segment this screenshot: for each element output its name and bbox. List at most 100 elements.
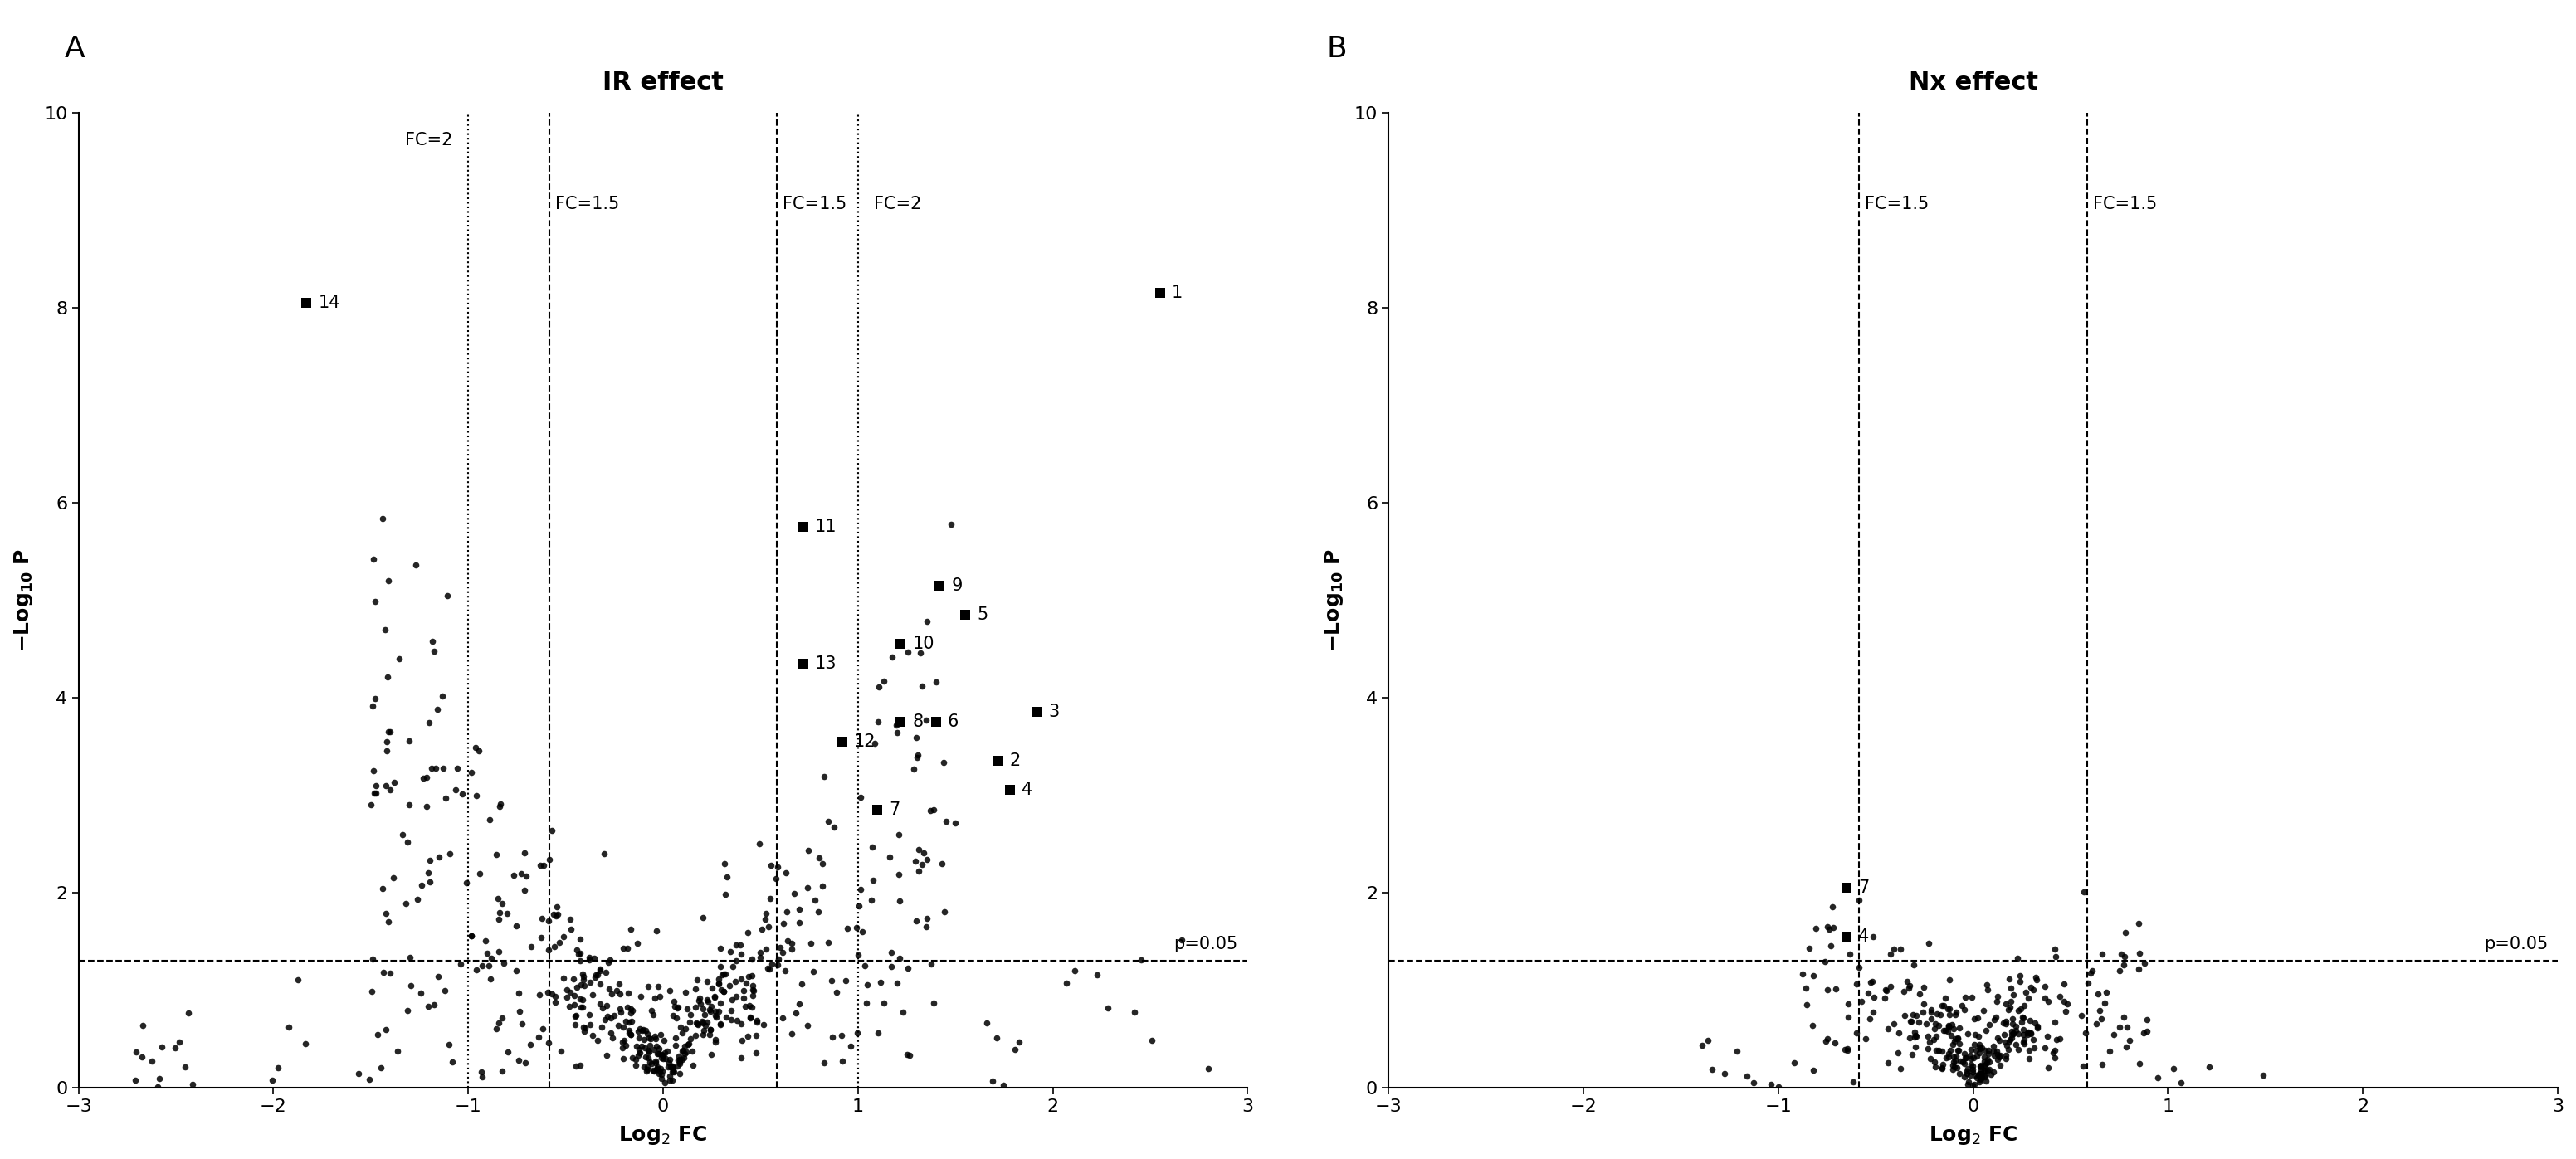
Point	[744, 910, 786, 928]
Point	[618, 1043, 659, 1062]
Point	[407, 997, 448, 1015]
Point	[837, 897, 878, 916]
Point	[1850, 974, 1891, 992]
Point	[760, 939, 801, 957]
Point	[381, 825, 422, 844]
Point	[1922, 1059, 1963, 1078]
Point	[286, 293, 327, 312]
Point	[1950, 1045, 1991, 1064]
Point	[1958, 1043, 1999, 1062]
Point	[726, 924, 768, 942]
Point	[549, 997, 590, 1015]
Point	[1893, 1028, 1935, 1047]
Point	[907, 850, 948, 868]
Point	[1852, 972, 1893, 991]
Point	[2032, 1043, 2074, 1062]
Point	[783, 654, 824, 672]
Point	[1806, 917, 1847, 935]
Point	[371, 780, 412, 799]
Point	[402, 768, 443, 787]
Point	[665, 1049, 706, 1067]
Point	[397, 890, 438, 909]
Point	[559, 976, 600, 994]
Point	[562, 990, 603, 1008]
Point	[1929, 1005, 1971, 1023]
Point	[554, 986, 595, 1005]
Point	[410, 714, 451, 732]
Point	[634, 1062, 675, 1080]
Point	[729, 968, 770, 986]
Point	[896, 912, 938, 931]
Point	[1968, 1044, 2009, 1063]
Point	[1942, 1067, 1984, 1086]
Point	[881, 635, 922, 654]
Point	[1953, 987, 1994, 1006]
Point	[533, 987, 574, 1006]
Point	[407, 863, 448, 882]
Point	[701, 939, 742, 957]
Point	[659, 1018, 701, 1036]
Point	[703, 983, 744, 1001]
Point	[585, 1011, 626, 1029]
Point	[858, 1023, 899, 1042]
Point	[644, 1073, 685, 1092]
Point	[719, 936, 760, 955]
Point	[386, 1001, 428, 1020]
Point	[886, 958, 927, 977]
Point	[817, 983, 858, 1001]
Point	[2094, 1025, 2136, 1043]
Point	[654, 1036, 696, 1055]
Point	[1924, 996, 1965, 1014]
Point	[1904, 978, 1945, 997]
Point	[652, 1057, 693, 1076]
Point	[1919, 1005, 1960, 1023]
Point	[510, 938, 551, 956]
Point	[587, 1007, 629, 1026]
Point	[1965, 1067, 2007, 1086]
Point	[629, 1043, 670, 1062]
Point	[495, 961, 536, 979]
Point	[1806, 1029, 1847, 1048]
Point	[368, 912, 410, 931]
Point	[701, 1014, 742, 1033]
Point	[1909, 934, 1950, 953]
Point	[1929, 1042, 1971, 1060]
Point	[683, 909, 724, 927]
Point	[415, 759, 456, 778]
Point	[577, 1032, 618, 1050]
Point	[469, 969, 510, 987]
Point	[623, 1058, 665, 1077]
Point	[564, 1022, 605, 1041]
Point	[811, 971, 853, 990]
Point	[696, 1030, 737, 1049]
Point	[417, 848, 459, 867]
Point	[2009, 1011, 2050, 1029]
Point	[1793, 1060, 1834, 1079]
Point	[1971, 1065, 2012, 1084]
Point	[1793, 967, 1834, 985]
Point	[350, 1071, 392, 1089]
Point	[1113, 1003, 1154, 1021]
Point	[714, 972, 755, 991]
Point	[1973, 1037, 2014, 1056]
Title: IR effect: IR effect	[603, 71, 724, 94]
Point	[922, 753, 963, 772]
Point	[1958, 1065, 1999, 1084]
Point	[636, 921, 677, 940]
Point	[2002, 1026, 2043, 1044]
Point	[2063, 882, 2105, 901]
Point	[683, 1021, 724, 1040]
Point	[634, 1040, 675, 1058]
Point	[698, 969, 739, 987]
Point	[482, 1008, 523, 1027]
Point	[1996, 1035, 2038, 1054]
Point	[562, 970, 603, 989]
Point	[626, 1048, 667, 1066]
Point	[533, 993, 574, 1012]
Point	[469, 956, 510, 975]
Point	[641, 1065, 683, 1084]
Point	[1976, 992, 2017, 1011]
Point	[1826, 927, 1868, 946]
Point	[386, 894, 428, 912]
Point	[1932, 1035, 1973, 1054]
